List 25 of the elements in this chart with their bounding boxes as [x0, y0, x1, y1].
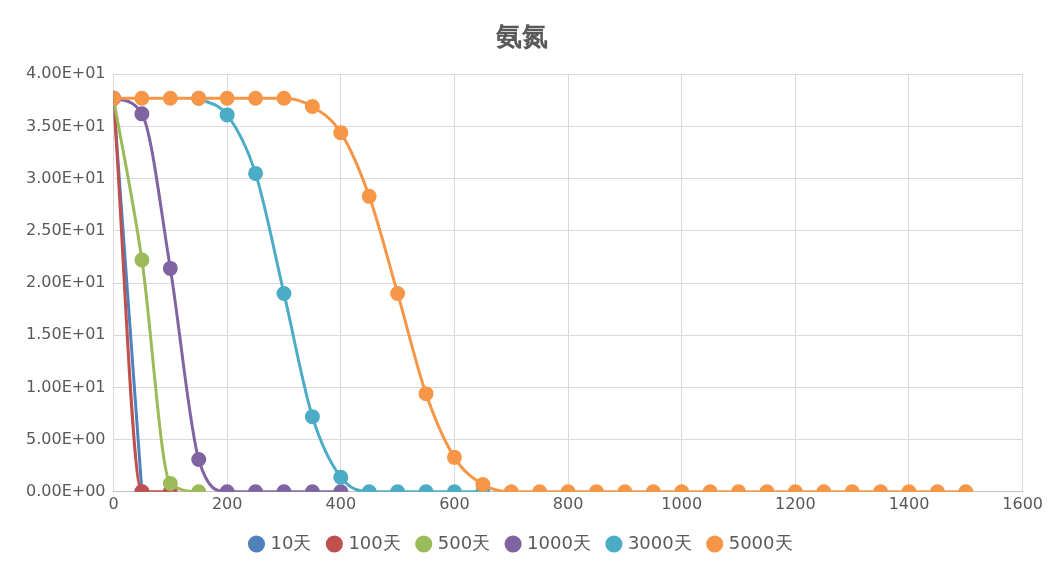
y-tick-label: 2.00E+01 [26, 272, 106, 292]
y-tick-label: 4.00E+01 [26, 63, 106, 83]
x-tick-label: 200 [211, 493, 243, 513]
x-tick-label: 1200 [775, 493, 816, 513]
legend-label: 10天 [270, 531, 312, 553]
x-tick-label: 600 [439, 493, 470, 513]
y-tick-label: 1.00E+01 [26, 376, 106, 396]
y-tick-label: 2.50E+01 [26, 219, 106, 239]
legend-label: 1000天 [527, 531, 591, 553]
y-tick-label: 1.50E+01 [26, 324, 106, 344]
legend-label: 500天 [437, 531, 491, 553]
legend-label: 3000天 [627, 531, 692, 553]
legend-label: 5000天 [728, 531, 793, 553]
x-tick-label: 400 [325, 493, 357, 513]
y-tick-label: 0.00E+00 [26, 480, 106, 500]
chart-title: 氨氮 [495, 21, 548, 52]
y-tick-label: 3.00E+01 [26, 167, 106, 187]
x-tick-label: 800 [552, 493, 584, 513]
x-tick-label: 1000 [661, 493, 703, 513]
legend-label: 100天 [348, 531, 401, 553]
y-tick-label: 5.00E+00 [26, 428, 106, 448]
x-tick-label: 0 [108, 493, 119, 513]
x-tick-label: 1400 [888, 493, 930, 513]
y-tick-label: 3.50E+01 [26, 115, 106, 135]
x-tick-label: 1600 [1002, 493, 1043, 513]
